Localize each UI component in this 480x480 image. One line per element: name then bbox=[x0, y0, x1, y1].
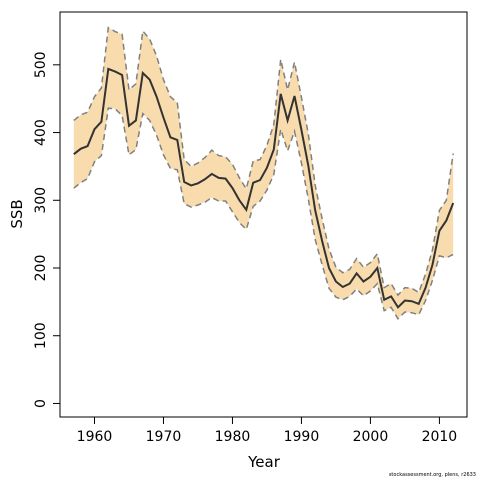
x-tick-label: 2000 bbox=[353, 429, 389, 445]
y-tick-label: 100 bbox=[33, 322, 49, 349]
ssb-median-line bbox=[73, 67, 455, 309]
y-tick-label: 0 bbox=[33, 399, 49, 408]
lower-bound-line bbox=[73, 107, 454, 321]
x-axis: 1960 1970 1980 1990 2000 2010 bbox=[77, 417, 458, 445]
x-tick-label: 1960 bbox=[77, 429, 113, 445]
y-tick-label: 300 bbox=[33, 187, 49, 214]
x-tick-label: 1990 bbox=[284, 429, 320, 445]
plot-frame bbox=[59, 11, 468, 418]
y-tick-label: 500 bbox=[33, 51, 49, 78]
x-axis-title: Year bbox=[247, 453, 281, 471]
x-tick-label: 1970 bbox=[146, 429, 182, 445]
y-tick-label: 200 bbox=[33, 255, 49, 282]
credit-text: stockassessment.org, plens, r2633 bbox=[389, 472, 476, 478]
upper-bound-line bbox=[73, 26, 454, 297]
x-tick-label: 2010 bbox=[422, 429, 458, 445]
y-axis-title: SSB bbox=[8, 199, 26, 228]
y-tick-label: 400 bbox=[33, 119, 49, 146]
plot-area bbox=[73, 26, 455, 321]
x-tick-label: 1980 bbox=[215, 429, 251, 445]
y-axis: 0 100 200 300 400 500 bbox=[33, 51, 60, 408]
